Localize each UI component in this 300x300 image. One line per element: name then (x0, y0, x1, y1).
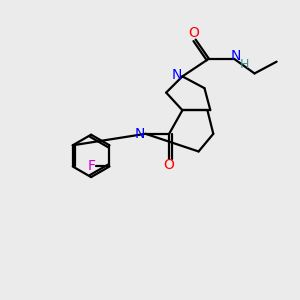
Text: N: N (172, 68, 182, 82)
Text: O: O (189, 26, 200, 40)
Text: H: H (239, 58, 249, 71)
Text: N: N (135, 127, 146, 141)
Text: F: F (88, 160, 96, 173)
Text: N: N (230, 50, 241, 63)
Text: O: O (164, 158, 175, 172)
